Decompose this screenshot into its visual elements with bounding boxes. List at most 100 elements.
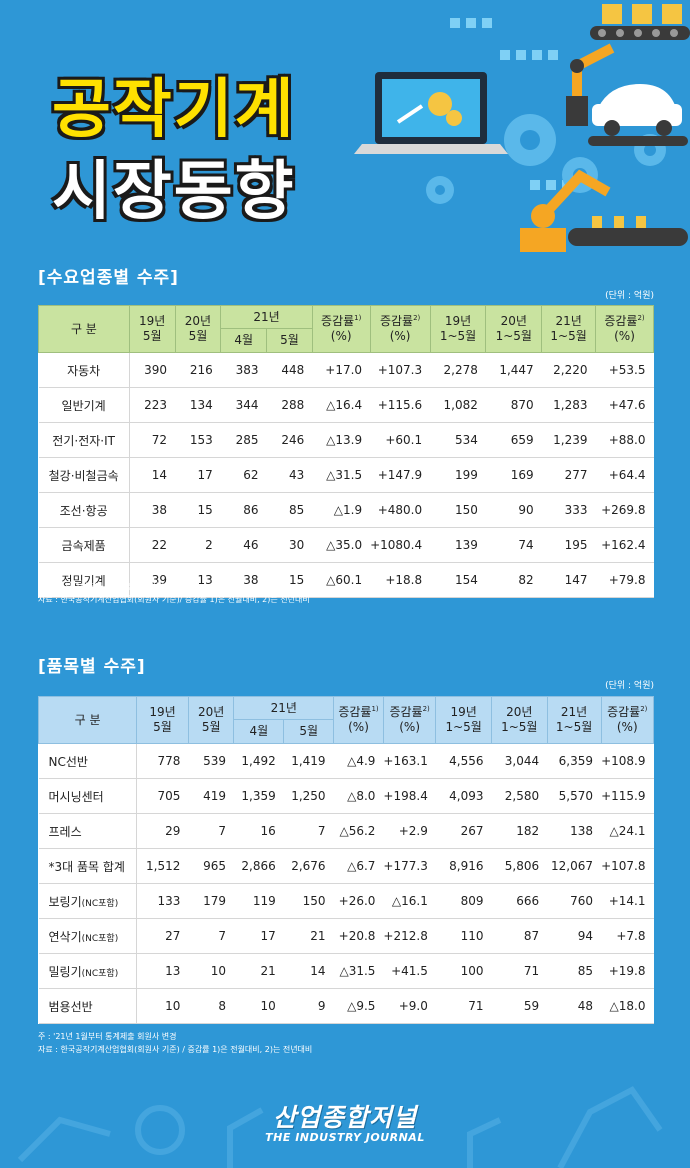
table-cell: 2,676 bbox=[283, 848, 334, 884]
row-label-text: 정밀기계 bbox=[61, 573, 106, 588]
table-cell: 3,044 bbox=[491, 743, 548, 779]
table-cell: +9.0 bbox=[383, 988, 436, 1024]
table-cell: 344 bbox=[220, 387, 267, 423]
table-row: 조선·항공 38 15 86 85 △1.9 +480.0 150 90 333 +269.8 bbox=[38, 492, 654, 528]
robot-arm-2-icon bbox=[520, 169, 688, 252]
row-label: 전기·전자·IT bbox=[38, 422, 130, 458]
table-cell: 7 bbox=[283, 813, 334, 849]
header-may: 5월 bbox=[266, 328, 313, 353]
table-cell: 870 bbox=[485, 387, 542, 423]
table-cell: 182 bbox=[491, 813, 548, 849]
header-apr: 4월 bbox=[233, 719, 285, 744]
table-cell: 7 bbox=[188, 918, 234, 954]
section2-note-1: 주 : '21년 1월부터 통계제출 회원사 변경 bbox=[38, 1032, 177, 1041]
table-cell: +108.9 bbox=[601, 743, 654, 779]
table-cell: 138 bbox=[547, 813, 602, 849]
header-21: 21년 bbox=[233, 696, 335, 720]
table-cell: 2,278 bbox=[430, 352, 486, 388]
table-row: 철강·비철금속 14 17 62 43 △31.5 +147.9 199 169 277 +64.4 bbox=[38, 457, 654, 493]
header-21: 21년 bbox=[220, 305, 313, 329]
row-label: 범용선반 bbox=[38, 988, 137, 1024]
table-cell: 74 bbox=[485, 527, 542, 563]
header-21-cum: 21년 1~5월 bbox=[541, 305, 596, 353]
row-label: 조선·항공 bbox=[38, 492, 130, 528]
table-cell: +480.0 bbox=[370, 492, 431, 528]
row-label-text: 금속제품 bbox=[61, 538, 106, 553]
header-change-2: 증감률2) (%) bbox=[369, 305, 431, 353]
header-change-3: 증감률2) (%) bbox=[595, 305, 654, 353]
table-cell: +115.6 bbox=[370, 387, 431, 423]
row-label-text: 프레스 bbox=[48, 824, 82, 839]
row-label-text: 머시닝센터 bbox=[48, 789, 104, 804]
table-row: 연삭기(NC포함) 27 7 17 21 +20.8 +212.8 110 87 94 +7.8 bbox=[38, 918, 654, 954]
table-cell: 22 bbox=[128, 527, 176, 563]
table-cell: 87 bbox=[491, 918, 548, 954]
table-cell: 71 bbox=[435, 988, 492, 1024]
table-cell: 8,916 bbox=[435, 848, 492, 884]
table-cell: 147 bbox=[541, 562, 596, 598]
table-cell: 15 bbox=[266, 562, 313, 598]
table-cell: +162.4 bbox=[595, 527, 654, 563]
table-cell: +19.8 bbox=[601, 953, 654, 989]
row-label-text: 범용선반 bbox=[48, 999, 93, 1014]
header-19-may: 19년 5월 bbox=[136, 696, 189, 744]
table-cell: 29 bbox=[136, 813, 189, 849]
table-cell: +47.6 bbox=[595, 387, 654, 423]
table-row: 전기·전자·IT 72 153 285 246 △13.9 +60.1 534 659 1,239… bbox=[38, 422, 654, 458]
table-cell: +88.0 bbox=[595, 422, 654, 458]
table-cell: 2,866 bbox=[233, 848, 284, 884]
header-change-1: 증감률1) (%) bbox=[311, 305, 371, 353]
table-cell: 267 bbox=[435, 813, 492, 849]
table-cell: 86 bbox=[220, 492, 267, 528]
table-cell: 17 bbox=[233, 918, 284, 954]
table-cell: 2,580 bbox=[491, 778, 548, 814]
row-label-suffix: (NC포함) bbox=[81, 898, 119, 909]
table-cell: 82 bbox=[485, 562, 542, 598]
table-cell: 333 bbox=[541, 492, 596, 528]
row-label-text: 연삭기 bbox=[48, 929, 82, 944]
table-cell: 5,806 bbox=[491, 848, 548, 884]
row-label: *3대 품목 합계 bbox=[38, 848, 137, 884]
row-label: 철강·비철금속 bbox=[38, 457, 130, 493]
table-cell: △13.9 bbox=[312, 422, 371, 458]
table-cell: +198.4 bbox=[383, 778, 436, 814]
table-cell: 390 bbox=[128, 352, 176, 388]
table-cell: 12,067 bbox=[547, 848, 602, 884]
table-cell: △4.9 bbox=[333, 743, 384, 779]
table-cell: +79.8 bbox=[595, 562, 654, 598]
table-cell: 1,250 bbox=[283, 778, 334, 814]
table-cell: 139 bbox=[430, 527, 486, 563]
header-change-3: 증감률2) (%) bbox=[600, 696, 655, 744]
table-cell: 17 bbox=[175, 457, 221, 493]
table-cell: 154 bbox=[430, 562, 486, 598]
table-cell: 85 bbox=[547, 953, 602, 989]
table-cell: 1,283 bbox=[541, 387, 596, 423]
title-line-2: 시장동향 bbox=[52, 155, 296, 229]
footer-illustration bbox=[17, 1086, 663, 1168]
table-cell: 195 bbox=[541, 527, 596, 563]
row-label-text: 밀링기 bbox=[48, 964, 82, 979]
table-cell: △8.0 bbox=[333, 778, 384, 814]
table-cell: 2 bbox=[175, 527, 221, 563]
table-cell: 100 bbox=[435, 953, 492, 989]
header-20-cum: 20년 1~5월 bbox=[485, 305, 543, 353]
table-cell: 133 bbox=[136, 883, 189, 919]
table-cell: 1,447 bbox=[485, 352, 542, 388]
table-cell: 150 bbox=[283, 883, 334, 919]
table-cell: 4,556 bbox=[435, 743, 492, 779]
section1-note-1: 주 : '21년 1월부터 통계제출 회원사 변경 bbox=[38, 582, 177, 591]
section1-unit: (단위 : 억원) bbox=[605, 291, 654, 301]
table-cell: 383 bbox=[220, 352, 267, 388]
header-may: 5월 bbox=[283, 719, 335, 744]
table-cell: △60.1 bbox=[312, 562, 371, 598]
hero-banner: 공작기계 시장동향 bbox=[0, 0, 690, 252]
row-label-text: 철강·비철금속 bbox=[48, 468, 119, 483]
row-label-text: 일반기계 bbox=[61, 398, 106, 413]
header-category: 구 분 bbox=[37, 696, 138, 744]
table-cell: 15 bbox=[175, 492, 221, 528]
table-cell: 46 bbox=[220, 527, 267, 563]
table-cell: 1,359 bbox=[233, 778, 284, 814]
table-cell: 4,093 bbox=[435, 778, 492, 814]
header-change-2: 증감률2) (%) bbox=[382, 696, 437, 744]
table-cell: 43 bbox=[266, 457, 313, 493]
